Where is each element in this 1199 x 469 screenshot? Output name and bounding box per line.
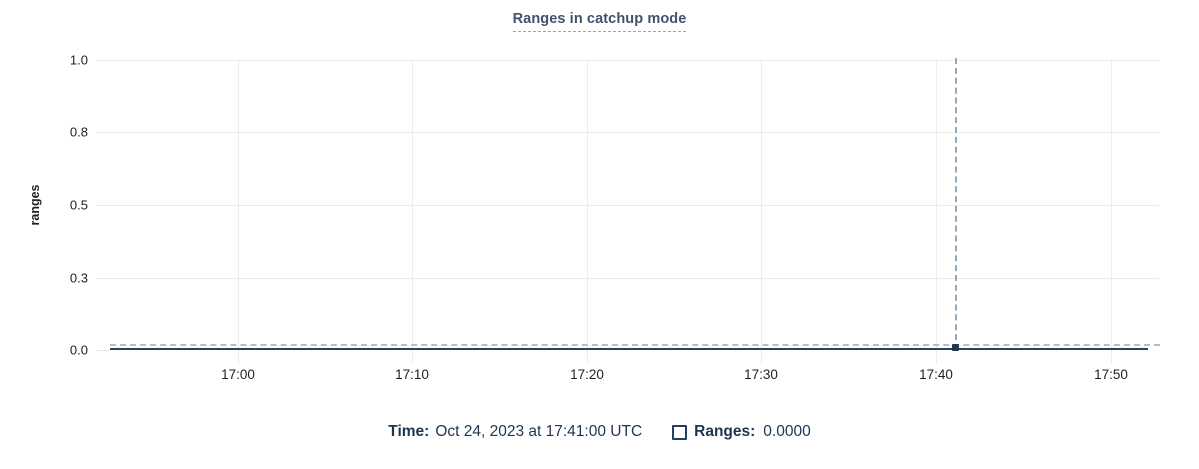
chart-title-row: Ranges in catchup mode <box>0 10 1199 32</box>
hover-value-guideline <box>110 344 1160 346</box>
ranges-label: Ranges: <box>694 423 756 440</box>
x-tick-label: 17:40 <box>919 367 953 382</box>
y-tick-label: 0.3 <box>69 270 88 286</box>
gridline-horizontal <box>96 205 1159 206</box>
y-axis-tick <box>96 350 110 351</box>
ranges-series-line <box>110 348 1148 350</box>
y-tick-label: 0.0 <box>69 342 88 358</box>
time-value: Oct 24, 2023 at 17:41:00 UTC <box>435 423 643 440</box>
ranges-value: 0.0000 <box>763 423 811 440</box>
x-tick-label: 17:20 <box>570 367 604 382</box>
time-label: Time: <box>388 423 430 440</box>
gridline-vertical <box>761 59 762 364</box>
gridline-vertical <box>412 59 413 364</box>
gridline-vertical <box>936 59 937 364</box>
hover-legend: Time: Oct 24, 2023 at 17:41:00 UTC Ranges… <box>0 420 1199 444</box>
gridline-vertical <box>238 59 239 364</box>
y-tick-label: 0.5 <box>69 197 88 213</box>
chart-title[interactable]: Ranges in catchup mode <box>512 11 687 32</box>
x-tick-label: 17:30 <box>744 367 778 382</box>
hover-crosshair <box>955 58 957 350</box>
y-tick-label: 0.8 <box>69 124 88 140</box>
x-tick-label: 17:00 <box>221 367 255 382</box>
gridline-vertical <box>587 59 588 364</box>
y-tick-label: 1.0 <box>69 52 88 68</box>
gridline-horizontal <box>96 132 1159 133</box>
x-tick-label: 17:50 <box>1094 367 1128 382</box>
gridline-vertical <box>1111 59 1112 364</box>
hovered-data-point <box>952 344 959 351</box>
x-tick-label: 17:10 <box>395 367 429 382</box>
gridline-horizontal <box>96 278 1159 279</box>
ranges-series-checkbox[interactable] <box>672 424 688 440</box>
gridline-horizontal <box>96 60 1159 61</box>
